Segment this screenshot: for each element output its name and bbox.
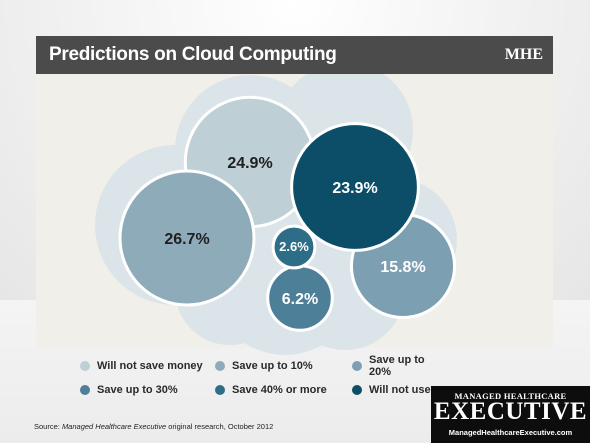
brand-top-text: MANAGED HEALTHCARE [454,391,567,401]
legend-label: Save up to 30% [97,384,178,396]
bubble-label-3: 15.8% [380,259,425,276]
bubble-label-5: 2.6% [279,239,309,254]
legend-swatch [352,361,362,371]
bubble-6 [290,122,420,252]
bubble-label-1: 24.9% [227,155,272,172]
legend-label: Will not save money [97,360,203,372]
legend-item-5: Save 40% or more [215,382,327,398]
chart-legend: Will not save money Save up to 10% Save up… [80,354,440,398]
legend-label: Save up to 10% [232,360,313,372]
bubble-label-4: 6.2% [282,291,318,308]
bubble-5 [271,224,317,270]
legend-swatch [215,361,225,371]
legend-swatch [352,385,362,395]
title-bar: Predictions on Cloud Computing MHE [36,36,553,74]
bubble-2 [118,169,256,307]
source-note: Source: Managed Healthcare Executive ori… [34,422,273,431]
legend-item-6: Will not use [352,382,431,398]
legend-item-1: Will not save money [80,358,203,374]
legend-item-3: Save up to 20% [352,354,440,378]
legend-label: Save 40% or more [232,384,327,396]
legend-label: Will not use [369,384,431,396]
mhe-logo: MHE [504,46,543,63]
source-prefix: Source: [34,422,62,431]
legend-item-4: Save up to 30% [80,382,178,398]
legend-item-2: Save up to 10% [215,358,313,374]
source-suffix: original research, October 2012 [166,422,274,431]
bubble-label-2: 26.7% [164,231,209,248]
brand-logo: MANAGED HEALTHCARE EXECUTIVE ManagedHeal… [431,386,590,443]
bubble-label-6: 23.9% [332,180,377,197]
legend-swatch [80,361,90,371]
legend-swatch [80,385,90,395]
chart-title: Predictions on Cloud Computing [49,44,337,65]
brand-url: ManagedHealthcareExecutive.com [448,428,573,437]
brand-main-text: EXECUTIVE [433,398,588,425]
legend-swatch [215,385,225,395]
source-publication: Managed Healthcare Executive [61,422,167,431]
legend-label: Save up to 20% [369,354,425,378]
